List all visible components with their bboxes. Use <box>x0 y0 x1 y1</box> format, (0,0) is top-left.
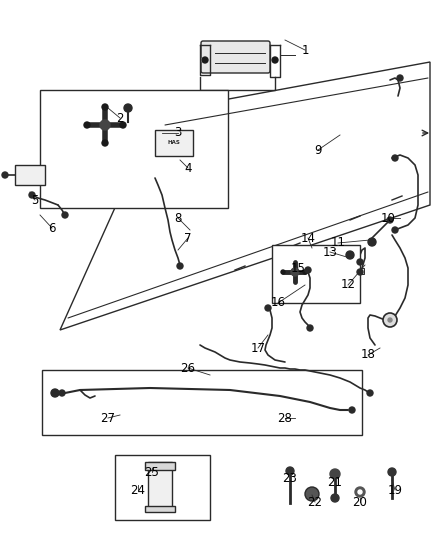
Circle shape <box>272 57 278 63</box>
Circle shape <box>84 122 90 128</box>
Circle shape <box>29 192 35 198</box>
Text: 18: 18 <box>360 349 375 361</box>
Circle shape <box>100 120 110 130</box>
Circle shape <box>387 217 393 223</box>
Circle shape <box>349 407 355 413</box>
Text: 12: 12 <box>340 279 356 292</box>
Text: 23: 23 <box>283 472 297 484</box>
Circle shape <box>51 389 59 397</box>
Circle shape <box>305 487 319 501</box>
Circle shape <box>357 259 363 265</box>
Text: 7: 7 <box>184 231 192 245</box>
Circle shape <box>358 490 362 494</box>
Bar <box>272 245 360 303</box>
Circle shape <box>124 104 132 112</box>
Circle shape <box>357 269 363 275</box>
Bar <box>145 462 175 470</box>
Text: 2: 2 <box>116 111 124 125</box>
Bar <box>115 455 210 520</box>
Circle shape <box>305 267 311 273</box>
Text: 20: 20 <box>353 496 367 508</box>
Text: 27: 27 <box>100 411 116 424</box>
Circle shape <box>202 57 208 63</box>
Circle shape <box>59 390 65 396</box>
Bar <box>145 506 175 512</box>
Text: 6: 6 <box>48 222 56 235</box>
Bar <box>352 268 364 274</box>
Bar <box>42 370 362 435</box>
Text: 16: 16 <box>271 296 286 310</box>
Text: 9: 9 <box>314 143 322 157</box>
Text: HAS: HAS <box>168 141 180 146</box>
Circle shape <box>392 227 398 233</box>
Text: 24: 24 <box>131 483 145 497</box>
Circle shape <box>367 390 373 396</box>
Text: 15: 15 <box>290 262 305 274</box>
Text: 21: 21 <box>328 475 343 489</box>
Circle shape <box>265 305 271 311</box>
Text: 14: 14 <box>300 231 315 245</box>
Bar <box>155 130 193 156</box>
Bar <box>15 165 45 185</box>
Circle shape <box>397 75 403 81</box>
Text: 5: 5 <box>31 193 39 206</box>
Bar <box>148 462 172 510</box>
Circle shape <box>383 313 397 327</box>
Text: 22: 22 <box>307 496 322 508</box>
Text: 11: 11 <box>331 237 346 249</box>
FancyBboxPatch shape <box>201 41 270 73</box>
Text: 10: 10 <box>381 212 396 224</box>
Bar <box>40 90 228 208</box>
Circle shape <box>368 238 376 246</box>
Text: 8: 8 <box>174 212 182 224</box>
Circle shape <box>272 57 278 63</box>
Text: 13: 13 <box>322 246 337 259</box>
Text: 17: 17 <box>251 342 265 354</box>
Circle shape <box>2 172 8 178</box>
Text: 19: 19 <box>388 483 403 497</box>
Circle shape <box>281 270 285 274</box>
Circle shape <box>355 487 365 497</box>
Circle shape <box>388 318 392 322</box>
Text: 28: 28 <box>278 411 293 424</box>
Circle shape <box>62 212 68 218</box>
Circle shape <box>102 104 108 110</box>
Text: 3: 3 <box>174 126 182 140</box>
Text: 1: 1 <box>301 44 309 56</box>
Circle shape <box>286 467 294 475</box>
Circle shape <box>202 57 208 63</box>
Circle shape <box>120 122 126 128</box>
Circle shape <box>388 468 396 476</box>
Circle shape <box>392 155 398 161</box>
Circle shape <box>291 268 299 276</box>
Circle shape <box>330 469 340 479</box>
Circle shape <box>303 270 307 274</box>
Circle shape <box>346 251 354 259</box>
Circle shape <box>102 140 108 146</box>
Text: 25: 25 <box>145 465 159 479</box>
Circle shape <box>331 494 339 502</box>
Circle shape <box>177 263 183 269</box>
Text: 26: 26 <box>180 361 195 375</box>
Circle shape <box>307 325 313 331</box>
Text: 4: 4 <box>184 161 192 174</box>
